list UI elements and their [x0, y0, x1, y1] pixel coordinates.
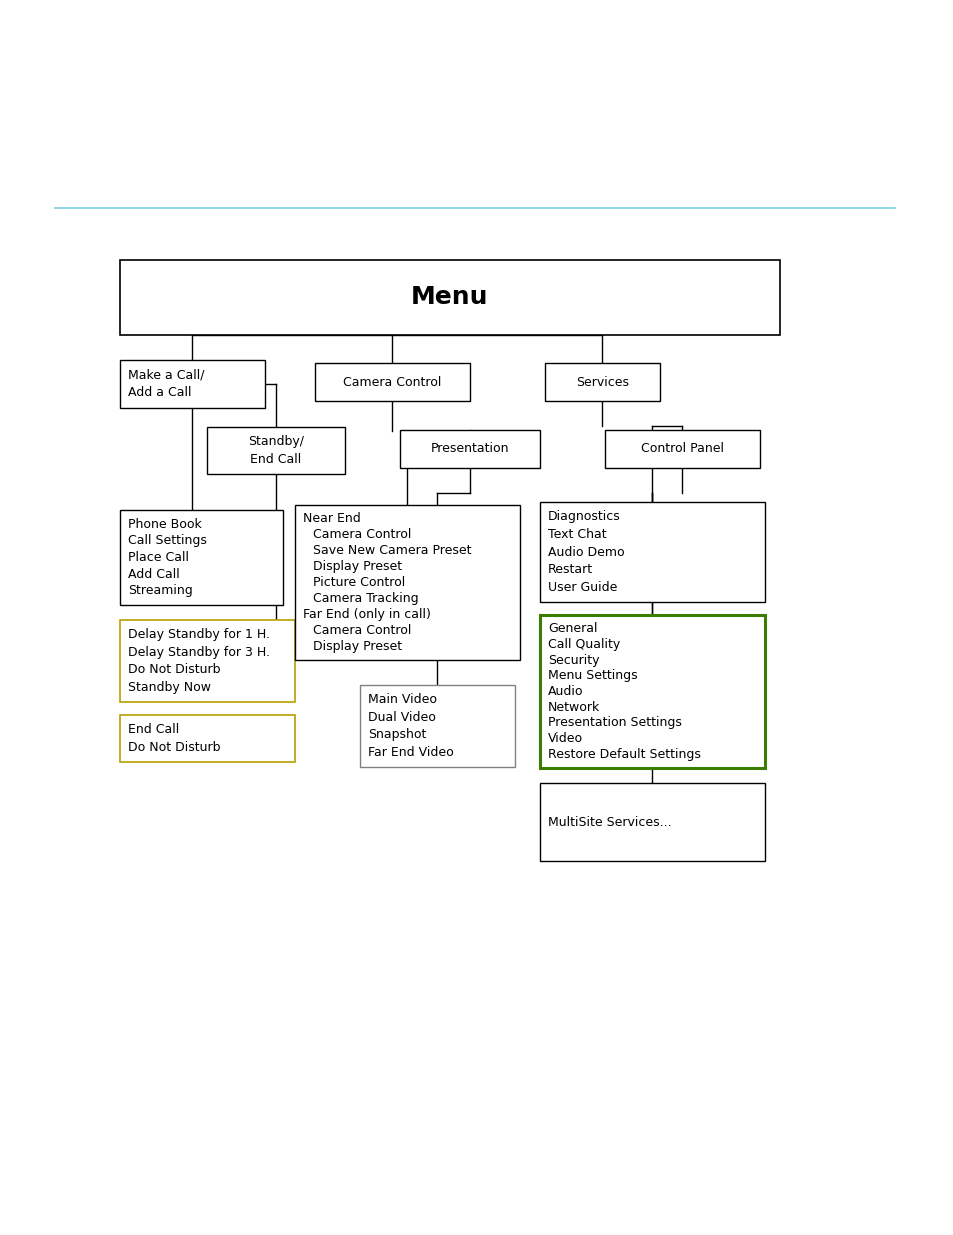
Text: Picture Control: Picture Control: [313, 576, 405, 589]
Text: MultiSite Services...: MultiSite Services...: [547, 815, 671, 829]
Text: Restore Default Settings: Restore Default Settings: [547, 747, 700, 761]
Text: Far End (only in call): Far End (only in call): [303, 608, 431, 621]
Text: Do Not Disturb: Do Not Disturb: [128, 741, 220, 753]
Text: General: General: [547, 622, 597, 635]
Text: Camera Tracking: Camera Tracking: [313, 592, 418, 605]
Bar: [359, 685, 515, 767]
Text: Display Preset: Display Preset: [313, 640, 402, 652]
Text: Call Quality: Call Quality: [547, 638, 619, 651]
Text: Diagnostics: Diagnostics: [547, 510, 620, 524]
Text: Menu Settings: Menu Settings: [547, 669, 637, 682]
Text: Do Not Disturb: Do Not Disturb: [128, 663, 220, 677]
Bar: [120, 620, 294, 701]
Bar: [120, 359, 265, 408]
Text: Near End: Near End: [303, 513, 360, 525]
Text: Security: Security: [547, 653, 598, 667]
Bar: [294, 505, 519, 659]
Bar: [539, 615, 764, 768]
Text: Standby Now: Standby Now: [128, 680, 211, 694]
Text: Add Call: Add Call: [128, 568, 179, 580]
Bar: [544, 363, 659, 401]
Text: Services: Services: [576, 375, 628, 389]
Bar: [120, 261, 780, 335]
Bar: [539, 501, 764, 601]
Text: Audio Demo: Audio Demo: [547, 546, 624, 558]
Text: Call Settings: Call Settings: [128, 535, 207, 547]
Bar: [207, 427, 345, 474]
Text: Audio: Audio: [547, 685, 583, 698]
Text: Save New Camera Preset: Save New Camera Preset: [313, 545, 471, 557]
Bar: [120, 715, 294, 762]
Text: Presentation: Presentation: [431, 442, 509, 456]
Bar: [539, 783, 764, 861]
Text: Video: Video: [547, 732, 582, 745]
Text: Make a Call/: Make a Call/: [128, 368, 204, 382]
Text: Add a Call: Add a Call: [128, 387, 192, 399]
Text: Camera Control: Camera Control: [313, 529, 411, 541]
Text: Restart: Restart: [547, 563, 593, 576]
Text: Camera Control: Camera Control: [313, 624, 411, 637]
Bar: [314, 363, 470, 401]
Text: Network: Network: [547, 700, 599, 714]
Text: Delay Standby for 1 H.: Delay Standby for 1 H.: [128, 629, 270, 641]
Text: Presentation Settings: Presentation Settings: [547, 716, 681, 730]
Text: Standby/: Standby/: [248, 435, 304, 448]
Bar: [120, 510, 283, 605]
Bar: [399, 430, 539, 468]
Text: Delay Standby for 3 H.: Delay Standby for 3 H.: [128, 646, 270, 658]
Text: End Call: End Call: [250, 453, 301, 466]
Text: Display Preset: Display Preset: [313, 561, 402, 573]
Text: Streaming: Streaming: [128, 584, 193, 598]
Text: Control Panel: Control Panel: [640, 442, 723, 456]
Text: Dual Video: Dual Video: [368, 711, 436, 724]
Text: Text Chat: Text Chat: [547, 527, 606, 541]
Text: User Guide: User Guide: [547, 580, 617, 594]
Text: Phone Book: Phone Book: [128, 517, 201, 531]
Text: Main Video: Main Video: [368, 693, 436, 706]
Bar: [604, 430, 760, 468]
Text: Snapshot: Snapshot: [368, 729, 426, 741]
Text: End Call: End Call: [128, 724, 179, 736]
Text: Place Call: Place Call: [128, 551, 189, 564]
Text: Far End Video: Far End Video: [368, 746, 454, 758]
Text: Menu: Menu: [411, 285, 488, 310]
Text: Camera Control: Camera Control: [343, 375, 441, 389]
